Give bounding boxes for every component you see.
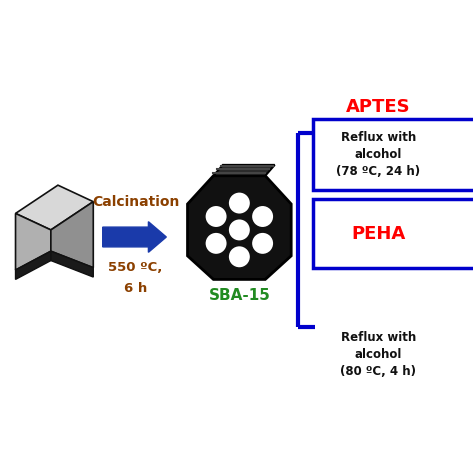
Circle shape [205,232,228,255]
Circle shape [228,219,251,241]
Polygon shape [213,165,275,176]
FancyArrow shape [103,222,166,252]
Text: APTES: APTES [346,99,410,117]
Circle shape [251,232,274,255]
Circle shape [205,205,228,228]
Text: Calcination: Calcination [92,195,179,209]
Circle shape [228,192,251,214]
Circle shape [251,205,274,228]
Polygon shape [16,213,51,270]
Circle shape [228,246,251,268]
Polygon shape [51,251,93,277]
Text: PEHA: PEHA [351,225,405,243]
Polygon shape [51,201,93,268]
FancyBboxPatch shape [313,199,474,268]
Text: Reflux with
alcohol
(80 ºC, 4 h): Reflux with alcohol (80 ºC, 4 h) [340,331,416,378]
Text: 6 h: 6 h [124,283,147,295]
Text: 550 ºC,: 550 ºC, [109,261,163,274]
Polygon shape [188,176,291,279]
Text: SBA-15: SBA-15 [209,288,270,303]
FancyBboxPatch shape [313,119,474,190]
Text: Reflux with
alcohol
(78 ºC, 24 h): Reflux with alcohol (78 ºC, 24 h) [337,131,420,178]
Polygon shape [16,185,93,230]
Polygon shape [16,251,51,279]
